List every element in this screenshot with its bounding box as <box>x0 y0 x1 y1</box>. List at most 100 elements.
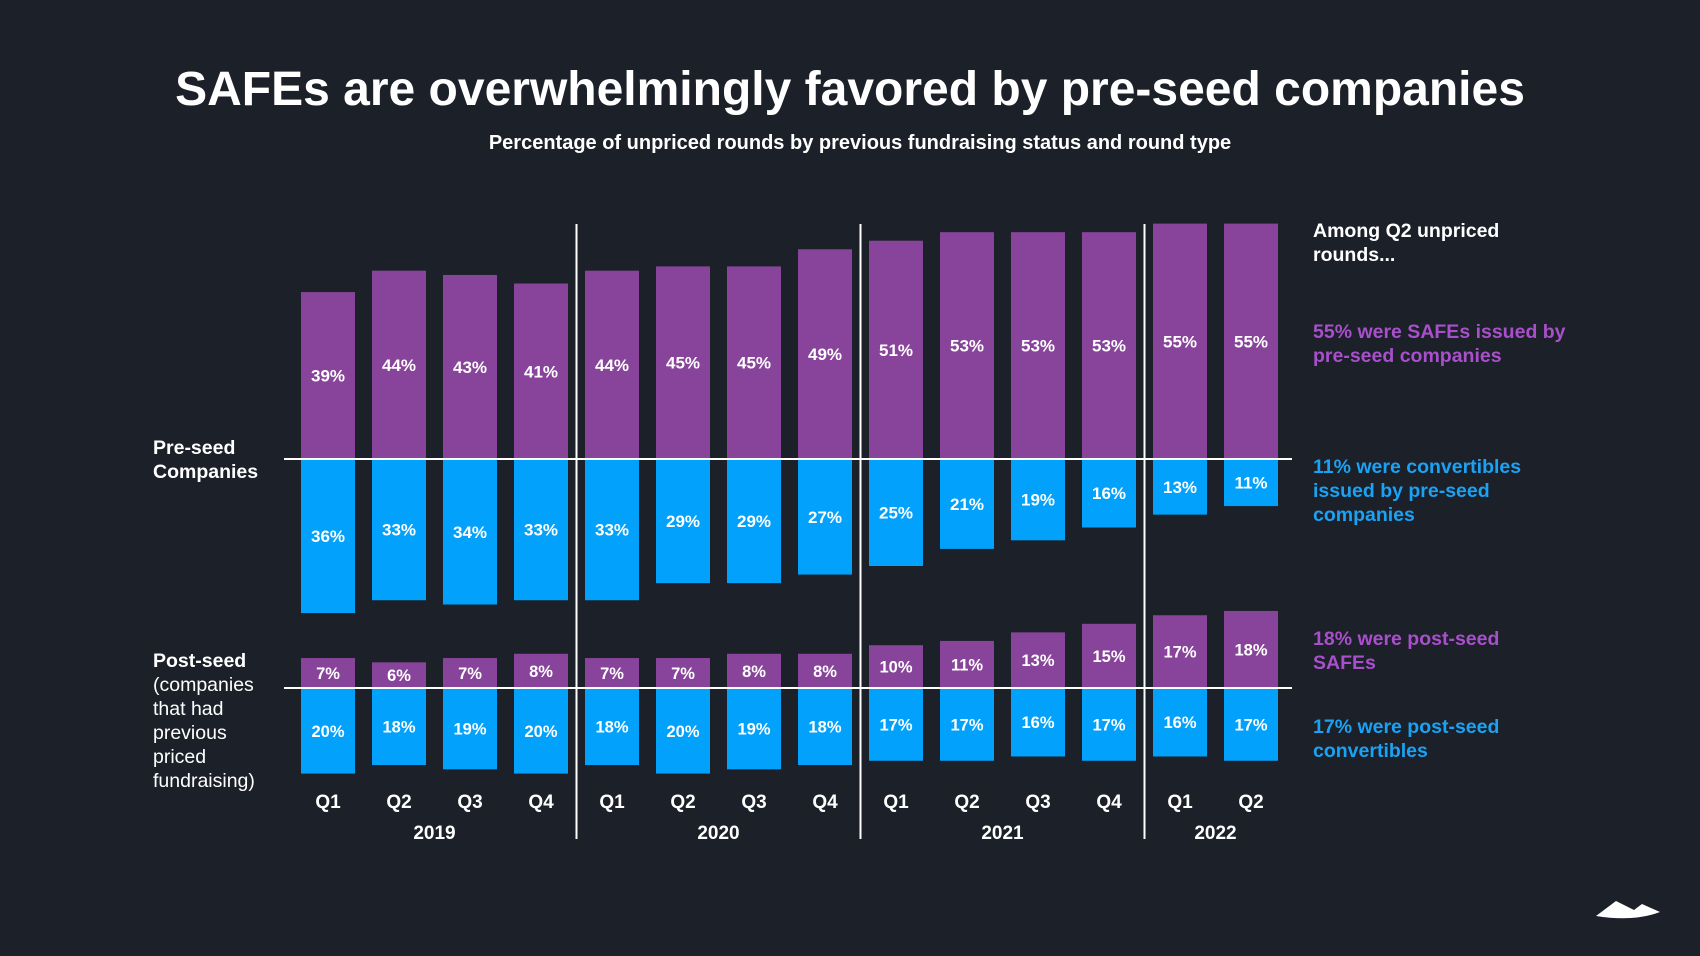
data-label-convertible: 29% <box>737 512 771 531</box>
bar-safe <box>443 658 497 688</box>
x-tick-label: Q1 <box>1167 792 1193 813</box>
x-tick-label: Q3 <box>1025 792 1050 813</box>
data-label-safe: 10% <box>879 659 912 677</box>
post-seed-desc-line: that had <box>153 698 224 720</box>
data-label-safe: 8% <box>529 663 553 681</box>
x-tick-label: Q3 <box>457 792 482 813</box>
data-label-convertible: 18% <box>808 719 841 737</box>
data-label-safe: 7% <box>316 665 340 683</box>
data-label-convertible: 20% <box>311 723 344 741</box>
bar-safe <box>727 653 781 688</box>
x-tick-label: Q2 <box>386 792 411 813</box>
bar-convertible <box>798 459 852 575</box>
data-label-convertible: 20% <box>666 723 699 741</box>
bar-convertible <box>514 688 568 774</box>
bar-safe <box>1153 223 1207 459</box>
post-seed-desc-line: fundraising) <box>153 770 255 792</box>
data-label-convertible: 17% <box>950 716 983 734</box>
bar-convertible <box>869 688 923 761</box>
x-tick-label: Q4 <box>528 792 554 813</box>
data-label-safe: 55% <box>1234 332 1268 351</box>
data-label-safe: 53% <box>1092 337 1126 356</box>
bar-safe <box>869 645 923 688</box>
data-label-safe: 44% <box>595 356 629 375</box>
data-label-convertible: 11% <box>1234 474 1267 493</box>
data-label-safe: 15% <box>1092 648 1125 666</box>
year-label: 2021 <box>981 823 1024 844</box>
data-label-convertible: 18% <box>595 719 628 737</box>
bar-convertible <box>585 688 639 766</box>
bar-safe <box>1153 615 1207 688</box>
data-label-safe: 7% <box>600 665 624 683</box>
bar-convertible <box>514 459 568 601</box>
bar-safe <box>301 292 355 459</box>
annotation-pre-seed-safe: 55% were SAFEs issued by pre-seed compan… <box>1313 321 1566 367</box>
bar-convertible <box>443 459 497 605</box>
bar-convertible <box>1224 688 1278 761</box>
annotation-post-seed-safe: 18% were post-seed SAFEs <box>1313 628 1500 674</box>
bar-convertible <box>1153 688 1207 757</box>
data-label-convertible: 33% <box>524 521 558 540</box>
bar-convertible <box>1082 459 1136 528</box>
data-label-safe: 51% <box>879 341 913 360</box>
data-label-convertible: 13% <box>1163 478 1197 497</box>
bar-convertible <box>1011 459 1065 541</box>
annotation-post-seed-convertible: 17% were post-seed convertibles <box>1313 716 1500 762</box>
pre-seed-label-line: Companies <box>153 461 259 483</box>
data-label-safe: 8% <box>813 663 837 681</box>
bar-safe <box>940 640 994 688</box>
data-label-convertible: 17% <box>879 716 912 734</box>
bar-safe <box>585 270 639 459</box>
annotation-header: Among Q2 unpriced rounds... <box>1313 220 1500 266</box>
data-label-safe: 45% <box>666 354 700 373</box>
bar-convertible <box>585 459 639 601</box>
data-label-safe: 49% <box>808 345 842 364</box>
data-label-convertible: 21% <box>950 495 984 514</box>
bar-convertible <box>301 459 355 614</box>
bar-safe <box>727 266 781 459</box>
bar-safe <box>1011 632 1065 688</box>
pre-seed-label: Pre-seed Companies <box>153 436 258 484</box>
x-tick-label: Q2 <box>954 792 979 813</box>
bar-convertible <box>1082 688 1136 761</box>
chart-subtitle: Percentage of unpriced rounds by previou… <box>488 132 1232 154</box>
bar-safe <box>514 283 568 459</box>
data-label-safe: 17% <box>1163 644 1196 662</box>
bar-safe <box>372 662 426 688</box>
bar-safe <box>372 270 426 459</box>
x-tick-label: Q1 <box>883 792 909 813</box>
data-label-convertible: 19% <box>1021 491 1055 510</box>
bar-safe <box>1224 610 1278 688</box>
data-label-convertible: 17% <box>1092 716 1125 734</box>
mountain-logo-icon <box>1596 901 1660 919</box>
bar-safe <box>1011 232 1065 459</box>
post-seed-title: Post-seed <box>153 650 247 672</box>
bar-convertible <box>869 459 923 566</box>
data-label-safe: 18% <box>1234 641 1267 659</box>
data-label-convertible: 16% <box>1021 714 1054 732</box>
bar-safe <box>1082 232 1136 459</box>
data-label-safe: 39% <box>311 367 345 386</box>
bar-convertible <box>940 459 994 549</box>
bar-convertible <box>798 688 852 766</box>
data-label-convertible: 20% <box>524 723 557 741</box>
bar-safe <box>798 249 852 459</box>
bar-convertible <box>656 459 710 584</box>
bar-convertible <box>1224 459 1278 507</box>
data-label-convertible: 18% <box>382 719 415 737</box>
bar-convertible <box>656 688 710 774</box>
post-seed-desc-line: previous <box>153 722 227 744</box>
bar-convertible <box>372 459 426 601</box>
x-tick-label: Q2 <box>1238 792 1263 813</box>
bar-convertible <box>1011 688 1065 757</box>
data-label-safe: 8% <box>742 663 766 681</box>
data-label-convertible: 36% <box>311 527 345 546</box>
data-label-convertible: 33% <box>595 521 629 540</box>
data-label-safe: 53% <box>950 337 984 356</box>
bar-convertible <box>727 688 781 770</box>
bar-safe <box>869 240 923 459</box>
bar-safe <box>656 658 710 688</box>
data-label-convertible: 16% <box>1092 484 1126 503</box>
data-label-convertible: 27% <box>808 508 842 527</box>
